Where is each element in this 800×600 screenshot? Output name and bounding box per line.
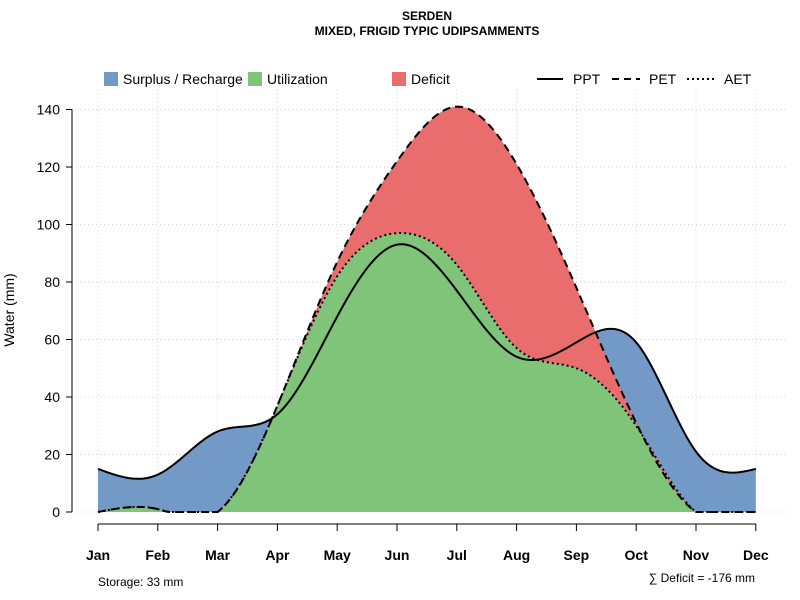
area-deficit	[98, 106, 756, 512]
x-tick-label-apr: Apr	[265, 547, 290, 563]
series-line-aet	[97, 231, 756, 513]
area-surplus-recharge	[98, 233, 756, 512]
series-line-ppt	[97, 243, 757, 480]
axes: 0 20 40 60 80 100 120 140 Jan Feb Mar Apr May Jun Jul A…	[37, 102, 769, 564]
y-axis-label: Water (mm)	[1, 273, 17, 346]
y-tick-label-140: 140	[37, 102, 61, 118]
legend-label-aet: AET	[724, 71, 752, 87]
x-tick-label-dec: Dec	[743, 547, 769, 563]
x-tick-label-jul: Jul	[447, 547, 467, 563]
legend-label-deficit: Deficit	[411, 71, 450, 87]
legend: Surplus / Recharge Utilization Deficit P…	[104, 71, 752, 87]
legend-swatch-surplus	[104, 72, 118, 86]
x-tick-label-may: May	[324, 547, 351, 563]
area-utilization	[98, 233, 756, 512]
x-tick-label-oct: Oct	[625, 547, 649, 563]
deficit-annotation: ∑ Deficit = -176 mm	[649, 571, 755, 585]
chart-subtitle: MIXED, FRIGID TYPIC UDIPSAMMENTS	[315, 24, 540, 38]
x-tick-label-nov: Nov	[683, 547, 710, 563]
x-tick-label-jun: Jun	[385, 547, 410, 563]
legend-swatch-deficit	[392, 72, 406, 86]
legend-swatch-utilization	[248, 72, 262, 86]
x-tick-label-aug: Aug	[503, 547, 530, 563]
y-tick-label-60: 60	[44, 332, 60, 348]
y-tick-label-20: 20	[44, 447, 60, 463]
y-tick-label-0: 0	[52, 504, 60, 520]
x-tick-label-mar: Mar	[205, 547, 230, 563]
y-tick-label-120: 120	[37, 159, 61, 175]
series-lines	[97, 105, 757, 513]
y-tick-label-80: 80	[44, 274, 60, 290]
legend-label-surplus: Surplus / Recharge	[123, 71, 243, 87]
legend-label-pet: PET	[649, 71, 677, 87]
legend-label-ppt: PPT	[573, 71, 601, 87]
x-tick-label-jan: Jan	[86, 547, 110, 563]
y-tick-label-40: 40	[44, 389, 60, 405]
area-layer	[98, 106, 756, 512]
legend-label-utilization: Utilization	[267, 71, 328, 87]
x-tick-label-sep: Sep	[564, 547, 590, 563]
x-tick-label-feb: Feb	[145, 547, 170, 563]
chart-title: SERDEN	[402, 9, 452, 23]
storage-annotation: Storage: 33 mm	[98, 575, 183, 589]
y-tick-label-100: 100	[37, 217, 61, 233]
